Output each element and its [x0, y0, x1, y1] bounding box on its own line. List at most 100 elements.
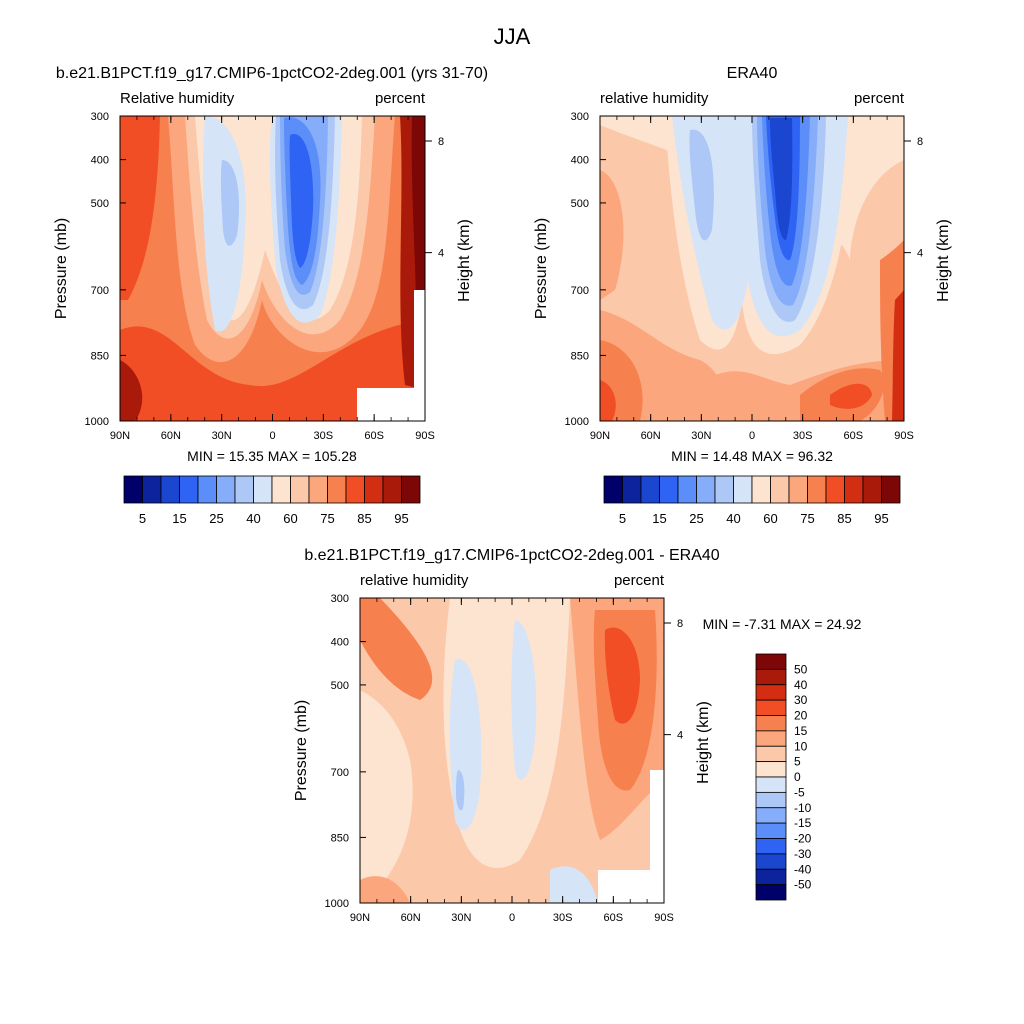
- model-missing-data: [357, 388, 425, 421]
- colorbar-swatch: [755, 776, 787, 793]
- colorbar-label: 85: [357, 511, 371, 526]
- panel-obs-axes: 90N 60N 30N 0 30S 60S 90S 300 400 500 700 850 1000 Pr…: [533, 111, 952, 442]
- colorbar-label: 15: [172, 511, 186, 526]
- colorbar-swatch: [659, 475, 679, 504]
- x-tick-label: 30S: [553, 912, 573, 924]
- colorbar-swatch: [197, 475, 217, 504]
- obs-shade-low-red: [600, 380, 616, 421]
- colorbar-swatch: [603, 475, 623, 504]
- colorbar-label: 30: [794, 693, 808, 707]
- x-tick-label: 60S: [364, 430, 384, 442]
- x-tick-label: 60N: [641, 430, 661, 442]
- colorbar-swatch: [755, 822, 787, 839]
- colorbar-label: 20: [794, 709, 808, 723]
- colorbar-label: 60: [283, 511, 297, 526]
- colorbar-swatch: [327, 475, 347, 504]
- panel-diff-variable-label: relative humidity: [360, 572, 469, 589]
- colorbar-label: -10: [794, 801, 812, 815]
- y-tick-label: 400: [91, 155, 109, 167]
- colorbar-swatch: [253, 475, 273, 504]
- colorbar-swatch: [844, 475, 864, 504]
- colorbar-label: 10: [794, 739, 808, 753]
- colorbar-swatch: [401, 475, 421, 504]
- y-tick-label: 700: [331, 767, 349, 779]
- y-tick-label: 850: [91, 350, 109, 362]
- y-tick-label: 500: [331, 680, 349, 692]
- colorbar-swatch: [755, 884, 787, 901]
- model-shade-core-right: [289, 134, 314, 268]
- y-tick-label: 1000: [85, 416, 109, 428]
- y-axis-label: Pressure (mb): [533, 218, 550, 319]
- colorbar-label: -50: [794, 878, 812, 892]
- x-tick-label: 60S: [844, 430, 864, 442]
- colorbar-swatch: [788, 475, 808, 504]
- diff-contour-field: [360, 598, 664, 903]
- y-tick-label: 850: [331, 832, 349, 844]
- x-tick-label: 0: [749, 430, 755, 442]
- colorbar-swatch: [807, 475, 827, 504]
- x-tick-label: 90N: [590, 430, 610, 442]
- colorbar-swatch: [770, 475, 790, 504]
- y2-tick-label: 4: [917, 248, 923, 260]
- panel-diff-units-label: percent: [614, 572, 665, 589]
- colorbar-label: -15: [794, 816, 812, 830]
- diff-shade-top-left: [360, 598, 433, 700]
- y-tick-label: 300: [331, 593, 349, 605]
- x-tick-label: 0: [269, 430, 275, 442]
- colorbar-label: 40: [246, 511, 260, 526]
- y-axis-label: Pressure (mb): [53, 218, 70, 319]
- colorbar-swatch: [234, 475, 254, 504]
- y2-tick-label: 8: [917, 136, 923, 148]
- colorbar-swatch: [142, 475, 162, 504]
- y-tick-label: 300: [571, 111, 589, 123]
- colorbar-swatch: [308, 475, 328, 504]
- model-shade-blue-left: [220, 160, 240, 246]
- colorbar-label: 95: [394, 511, 408, 526]
- colorbar-swatch: [755, 838, 787, 855]
- colorbar-swatch: [755, 730, 787, 747]
- model-contour-field: [120, 116, 425, 421]
- colorbar-swatch: [755, 791, 787, 809]
- model-missing-data-strip: [414, 290, 425, 388]
- panel-model-colorbar: 5 15 25 40 60 75 85 95: [123, 475, 421, 526]
- obs-shade-right-edge-red: [892, 290, 904, 421]
- colorbar-swatch: [216, 475, 236, 504]
- x-tick-label: 30S: [793, 430, 813, 442]
- x-tick-label: 60N: [401, 912, 421, 924]
- diff-shade-low-left: [360, 876, 410, 903]
- model-shade-dark-left: [120, 360, 143, 421]
- y-tick-label: 400: [331, 637, 349, 649]
- y2-axis-label: Height (km): [935, 219, 952, 302]
- model-shade-lower: [120, 320, 425, 421]
- panel-obs-stats: MIN = 14.48 MAX = 96.32: [671, 448, 833, 464]
- diff-missing-data: [598, 870, 664, 903]
- colorbar-swatch: [755, 853, 787, 870]
- x-tick-label: 30N: [212, 430, 232, 442]
- colorbar-swatch: [755, 668, 787, 686]
- panel-model-units-label: percent: [375, 90, 426, 107]
- x-tick-label: 90N: [110, 430, 130, 442]
- x-tick-label: 30N: [451, 912, 471, 924]
- y-tick-label: 700: [91, 285, 109, 297]
- colorbar-swatch: [179, 475, 199, 504]
- panel-diff-title: b.e21.B1PCT.f19_g17.CMIP6-1pctCO2-2deg.0…: [304, 547, 719, 564]
- colorbar-label: 40: [794, 678, 808, 692]
- panel-obs-colorbar: 5 15 25 40 60 75 85 95: [603, 475, 901, 526]
- panel-model: b.e21.B1PCT.f19_g17.CMIP6-1pctCO2-2deg.0…: [53, 65, 488, 526]
- y2-tick-label: 8: [438, 136, 444, 148]
- colorbar-swatch: [751, 475, 771, 504]
- x-tick-label: 30S: [314, 430, 334, 442]
- diff-shade-cream-left: [360, 690, 413, 880]
- diff-shade-low-right: [550, 866, 598, 903]
- colorbar-swatch: [755, 684, 787, 701]
- y2-tick-label: 4: [677, 730, 683, 742]
- colorbar-label: -5: [794, 785, 805, 799]
- panel-diff-stats: MIN = -7.31 MAX = 24.92: [703, 616, 862, 632]
- y-tick-label: 500: [91, 198, 109, 210]
- y2-axis-label: Height (km): [695, 701, 712, 784]
- x-tick-label: 90N: [350, 912, 370, 924]
- y-tick-label: 1000: [565, 416, 589, 428]
- colorbar-swatch: [364, 475, 384, 504]
- colorbar-label: 15: [794, 724, 808, 738]
- colorbar-swatch: [123, 475, 143, 504]
